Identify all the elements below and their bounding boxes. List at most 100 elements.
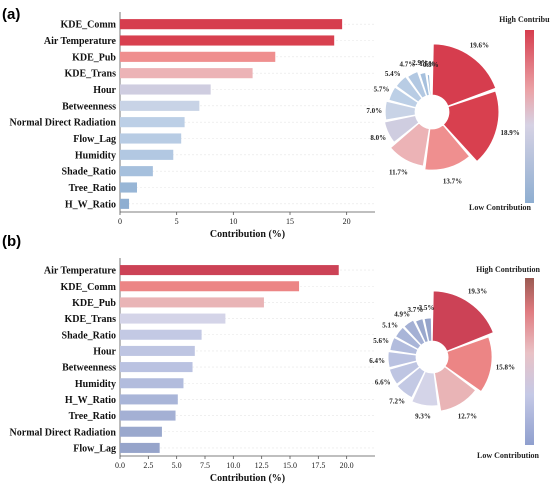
bar — [120, 394, 178, 405]
donut-slice — [395, 76, 423, 103]
x-tick-label: 12.5 — [255, 461, 269, 470]
donut-slice — [387, 351, 417, 369]
category-label: Betweenness — [62, 363, 116, 374]
x-tick-label: 20 — [343, 217, 351, 226]
panel-a-bar-chart: KDE_Comm Air Temperature KDE_Pub KDE_Trans H… — [10, 12, 375, 240]
donut-slice — [423, 317, 433, 342]
bar — [120, 410, 176, 421]
bar — [120, 35, 335, 46]
donut-slice — [390, 122, 430, 167]
donut-slice — [444, 336, 493, 393]
donut-slice — [396, 366, 426, 399]
x-tick-label: 5.0 — [172, 461, 182, 470]
category-label: Tree_Ratio — [69, 183, 116, 194]
bar — [120, 297, 264, 308]
category-label: H_W_Ratio — [65, 199, 116, 210]
donut-slice — [384, 100, 416, 121]
panel-a-colorbar-low-label: Low Contribution — [469, 203, 532, 212]
donut-percent-label: 5.4% — [385, 70, 401, 78]
x-axis-title: Contribution (%) — [210, 229, 285, 240]
donut-slice — [403, 319, 426, 346]
x-tick-label: 2.5 — [143, 461, 153, 470]
donut-slice — [431, 290, 494, 352]
category-label: KDE_Comm — [60, 20, 116, 31]
bar — [120, 84, 211, 95]
category-label: KDE_Trans — [65, 314, 117, 325]
donut-percent-label: 13.7% — [443, 178, 462, 186]
category-label: Normal Direct Radiation — [10, 427, 117, 438]
donut-percent-label: 5.6% — [373, 337, 389, 345]
panel-b-colorbar-low-label: Low Contribution — [477, 451, 540, 460]
panel-a-label: (a) — [2, 6, 20, 23]
x-axis-title: Contribution (%) — [210, 473, 285, 484]
donut-slice — [431, 43, 497, 107]
panel-b: (b) Air Temperature KDE_Comm KDE_Pub KDE_Tr… — [2, 233, 540, 484]
donut-percent-label: 6.6% — [375, 378, 391, 386]
bar — [120, 166, 153, 177]
donut-percent-label: 2.9% — [412, 59, 428, 67]
x-tick-label: 10 — [229, 217, 237, 226]
panel-a-colorbar-gradient — [525, 30, 534, 203]
donut-percent-label: 4.9% — [394, 310, 410, 318]
category-label: KDE_Pub — [72, 52, 116, 63]
bar — [120, 198, 130, 209]
bar — [120, 51, 276, 62]
bar — [120, 133, 182, 144]
donut-slice — [395, 326, 422, 350]
donut-slice — [419, 72, 430, 97]
x-tick-label: 5 — [175, 217, 179, 226]
donut-percent-label: 3.7% — [408, 306, 424, 314]
category-label: Tree_Ratio — [69, 411, 116, 422]
donut-percent-label: 18.9% — [501, 129, 520, 137]
donut-percent-label: 8.0% — [370, 134, 386, 142]
category-label: KDE_Trans — [65, 69, 117, 80]
bar — [120, 345, 195, 356]
donut-percent-label: 7.0% — [366, 107, 382, 115]
category-label: Betweenness — [62, 101, 116, 112]
bar — [120, 100, 200, 111]
x-tick-label: 20.0 — [340, 461, 354, 470]
donut-slice — [388, 360, 420, 385]
category-label: Flow_Lag — [73, 134, 116, 145]
panel-b-bar-chart: Air Temperature KDE_Comm KDE_Pub KDE_Trans S… — [10, 258, 375, 484]
panel-b-colorbar-gradient — [525, 278, 534, 445]
donut-slice — [384, 115, 420, 143]
donut-slice — [388, 86, 419, 108]
bar — [120, 281, 300, 292]
donut-percent-label: 11.7% — [389, 168, 408, 176]
category-label: Hour — [93, 85, 116, 96]
donut-percent-label: 15.8% — [496, 364, 515, 372]
bar — [120, 426, 162, 437]
category-label: Shade_Ratio — [62, 330, 116, 341]
donut-slice — [424, 124, 470, 171]
donut-percent-label: 0.8% — [423, 61, 439, 69]
category-label: Flow_Lag — [73, 443, 116, 454]
bar — [120, 442, 160, 453]
donut-percent-label: 19.3% — [468, 288, 487, 296]
donut-percent-label: 7.2% — [389, 398, 405, 406]
category-label: Shade_Ratio — [62, 167, 116, 178]
category-label: KDE_Pub — [72, 298, 116, 309]
donut-percent-label: 3.5% — [419, 304, 435, 312]
bar — [120, 362, 193, 373]
bar — [120, 313, 226, 324]
x-tick-label: 15 — [286, 217, 294, 226]
x-tick-label: 0.0 — [115, 461, 125, 470]
category-label: Humidity — [75, 379, 116, 390]
donut-slice — [442, 90, 500, 162]
panel-b-colorbar: High Contribution Low Contribution — [476, 265, 540, 460]
category-label: Hour — [93, 346, 116, 357]
bar — [120, 378, 184, 389]
donut-slice — [430, 75, 433, 96]
panel-a: (a) KDE_Comm Air Temperature KDE_Pub KDE_Tr… — [2, 6, 550, 240]
donut-percent-label: 1.5% — [419, 60, 435, 68]
x-tick-label: 17.5 — [311, 461, 325, 470]
panel-b-donut-chart: 19.3% 15.8% 12.7% 9.3% 7.2% 6.6% 6.4% 5.6% 5.1% 4… — [369, 288, 515, 421]
bar — [120, 117, 185, 128]
donut-slice — [434, 366, 477, 412]
category-label: KDE_Comm — [60, 282, 116, 293]
x-tick-label: 10.0 — [226, 461, 240, 470]
category-label: Humidity — [75, 150, 116, 161]
bar — [120, 149, 174, 160]
